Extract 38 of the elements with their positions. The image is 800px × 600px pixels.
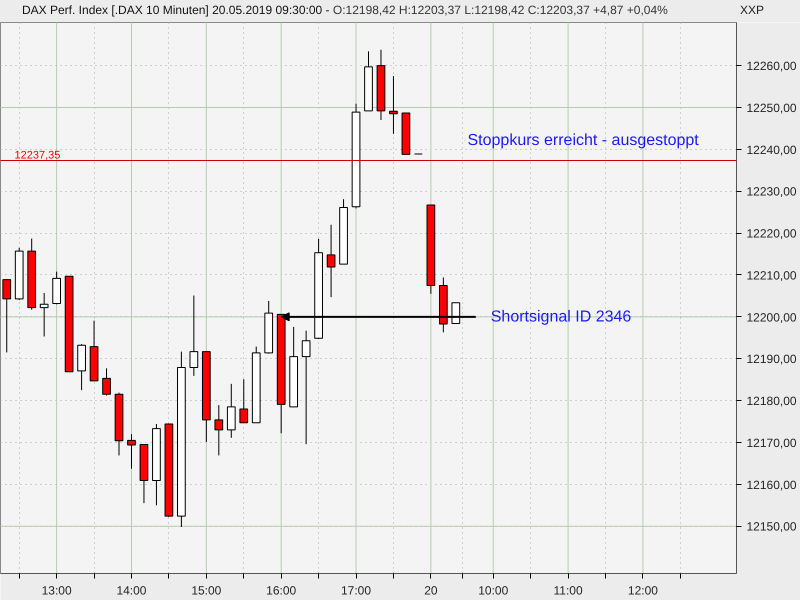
y-tick-label: 12260,00: [746, 59, 797, 74]
annotation: Shortsignal ID 2346: [490, 308, 632, 326]
candlestick: [214, 404, 224, 456]
candlestick: [226, 383, 236, 438]
candlestick: [189, 294, 198, 376]
x-tick-label: 16:00: [266, 584, 297, 598]
x-tick-label: 14:00: [116, 584, 147, 598]
y-tick-label: 12160,00: [746, 478, 797, 492]
y-tick-label: 12200,00: [746, 310, 797, 324]
y-tick-label: 12220,00: [746, 226, 797, 241]
x-tick-label: 13:00: [42, 584, 72, 598]
ref-line-label: 12237,35: [14, 149, 60, 162]
y-tick-label: 12250,00: [746, 100, 797, 115]
y-axis-title: XXP: [739, 2, 764, 20]
candlestick: [102, 368, 111, 396]
x-tick-label: 12:00: [628, 584, 658, 598]
x-tick-label: 20: [424, 584, 438, 598]
x-tick-label: 15:00: [191, 584, 222, 598]
y-tick-label: 12210,00: [746, 268, 797, 282]
y-tick-label: 12180,00: [746, 394, 797, 408]
x-tick-label: 11:00: [554, 584, 583, 598]
x-tick-label: 10:00: [478, 584, 509, 598]
y-tick-label: 12230,00: [746, 184, 797, 199]
candlestick: [302, 330, 310, 445]
candlestick: [2, 278, 12, 353]
candlestick: [389, 76, 398, 134]
candlestick: [127, 434, 136, 470]
x-tick-label: 17:00: [341, 584, 372, 598]
y-tick-label: 12150,00: [746, 520, 797, 534]
candlestick: [40, 292, 49, 338]
chart-subtitle: O:12198,42 H:12203,37 L:12198,42 C:12203,37 +4,87 +0,04%: [332, 3, 668, 18]
y-tick-label: 12170,00: [746, 436, 797, 450]
candlestick: [326, 224, 336, 298]
y-tick-label: 12190,00: [746, 352, 797, 366]
annotation: Stoppkurs erreicht - ausgestoppt: [468, 132, 700, 149]
y-tick-label: 12240,00: [746, 142, 797, 157]
chart-title: DAX Perf. Index [.DAX 10 Minuten] 20.05.2019 09:30:00 -: [22, 3, 330, 18]
candlestick: [239, 378, 248, 424]
